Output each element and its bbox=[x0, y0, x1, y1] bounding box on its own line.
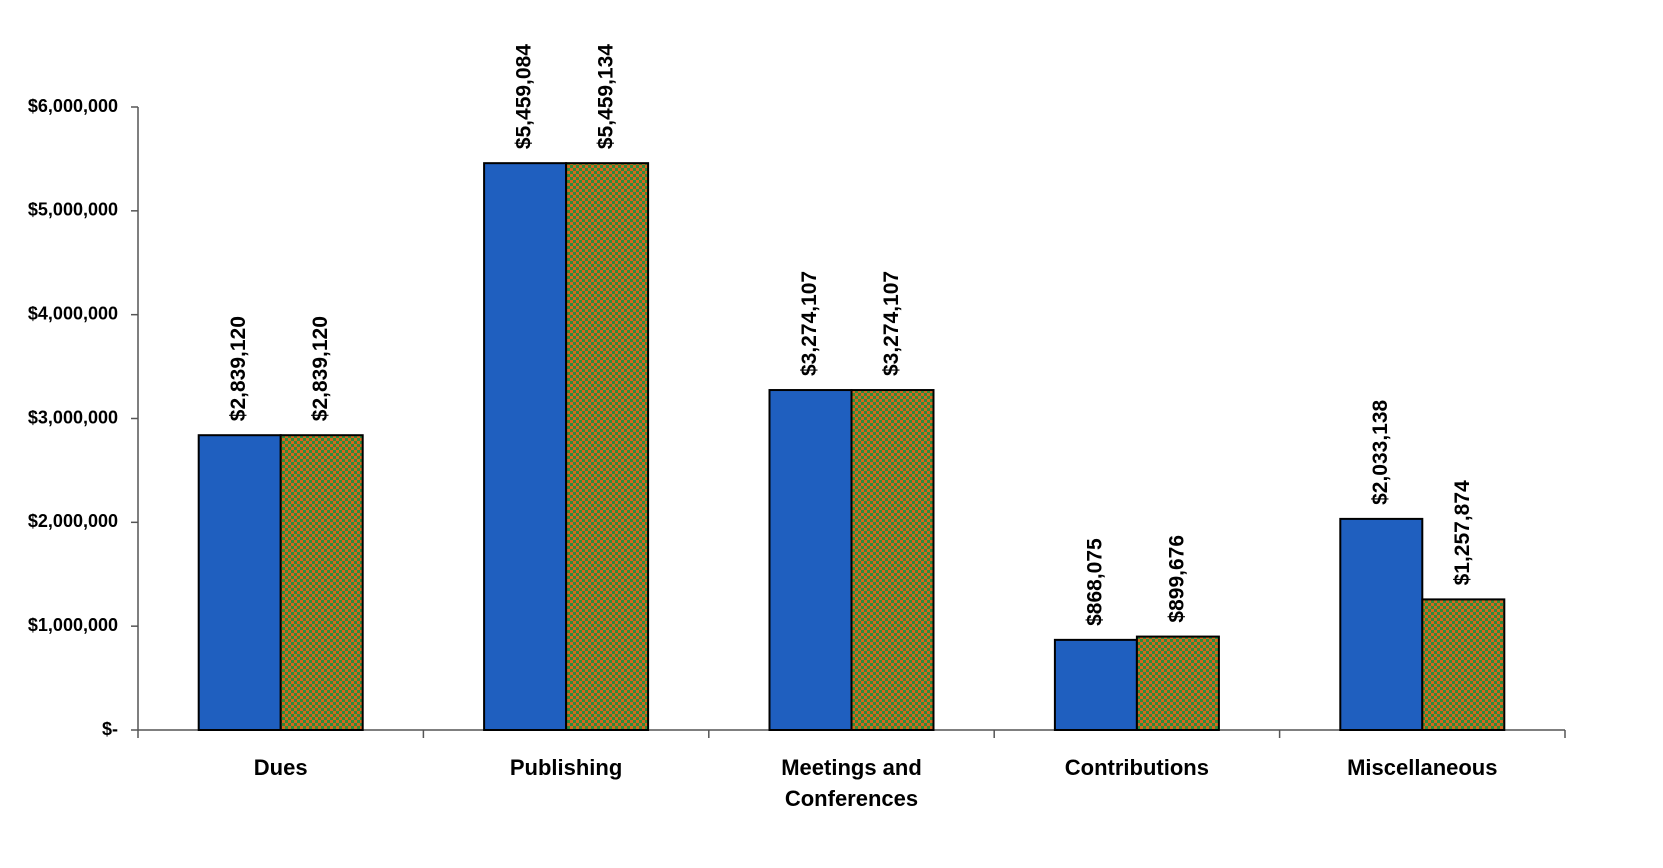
bar bbox=[279, 434, 364, 731]
bar bbox=[850, 389, 935, 731]
bar bbox=[197, 434, 282, 731]
y-tick-label: $3,000,000 bbox=[28, 407, 118, 427]
value-label: $2,839,120 bbox=[309, 316, 332, 421]
y-tick-label: $5,000,000 bbox=[28, 200, 118, 220]
value-label: $3,274,107 bbox=[798, 271, 821, 376]
bar bbox=[768, 389, 853, 731]
value-label: $2,839,120 bbox=[227, 316, 250, 421]
value-label: $868,075 bbox=[1083, 538, 1106, 626]
bar bbox=[1135, 635, 1220, 731]
value-label: $3,274,107 bbox=[880, 271, 903, 376]
value-label: $5,459,134 bbox=[595, 44, 618, 149]
y-tick-label: $6,000,000 bbox=[28, 96, 118, 116]
y-tick-label: $1,000,000 bbox=[28, 615, 118, 635]
x-tick-label: Contributions bbox=[1064, 755, 1209, 780]
bar bbox=[483, 162, 568, 732]
y-tick-label: $2,000,000 bbox=[28, 511, 118, 531]
value-label: $5,459,084 bbox=[513, 44, 536, 149]
x-tick-label: Meetings and Conferences bbox=[781, 755, 922, 811]
x-tick-label: Publishing bbox=[509, 755, 623, 780]
x-tick-label: Miscellaneous bbox=[1347, 755, 1498, 780]
y-tick-label: $4,000,000 bbox=[28, 303, 118, 323]
y-tick-label: $- bbox=[102, 719, 118, 739]
bar bbox=[1421, 598, 1506, 731]
x-tick-label: Dues bbox=[253, 755, 308, 780]
value-label: $2,033,138 bbox=[1369, 399, 1392, 504]
bar bbox=[565, 162, 650, 731]
bar bbox=[1053, 638, 1138, 731]
value-label: $899,676 bbox=[1165, 535, 1188, 623]
bar bbox=[1339, 517, 1424, 732]
value-label: $1,257,874 bbox=[1451, 480, 1474, 585]
